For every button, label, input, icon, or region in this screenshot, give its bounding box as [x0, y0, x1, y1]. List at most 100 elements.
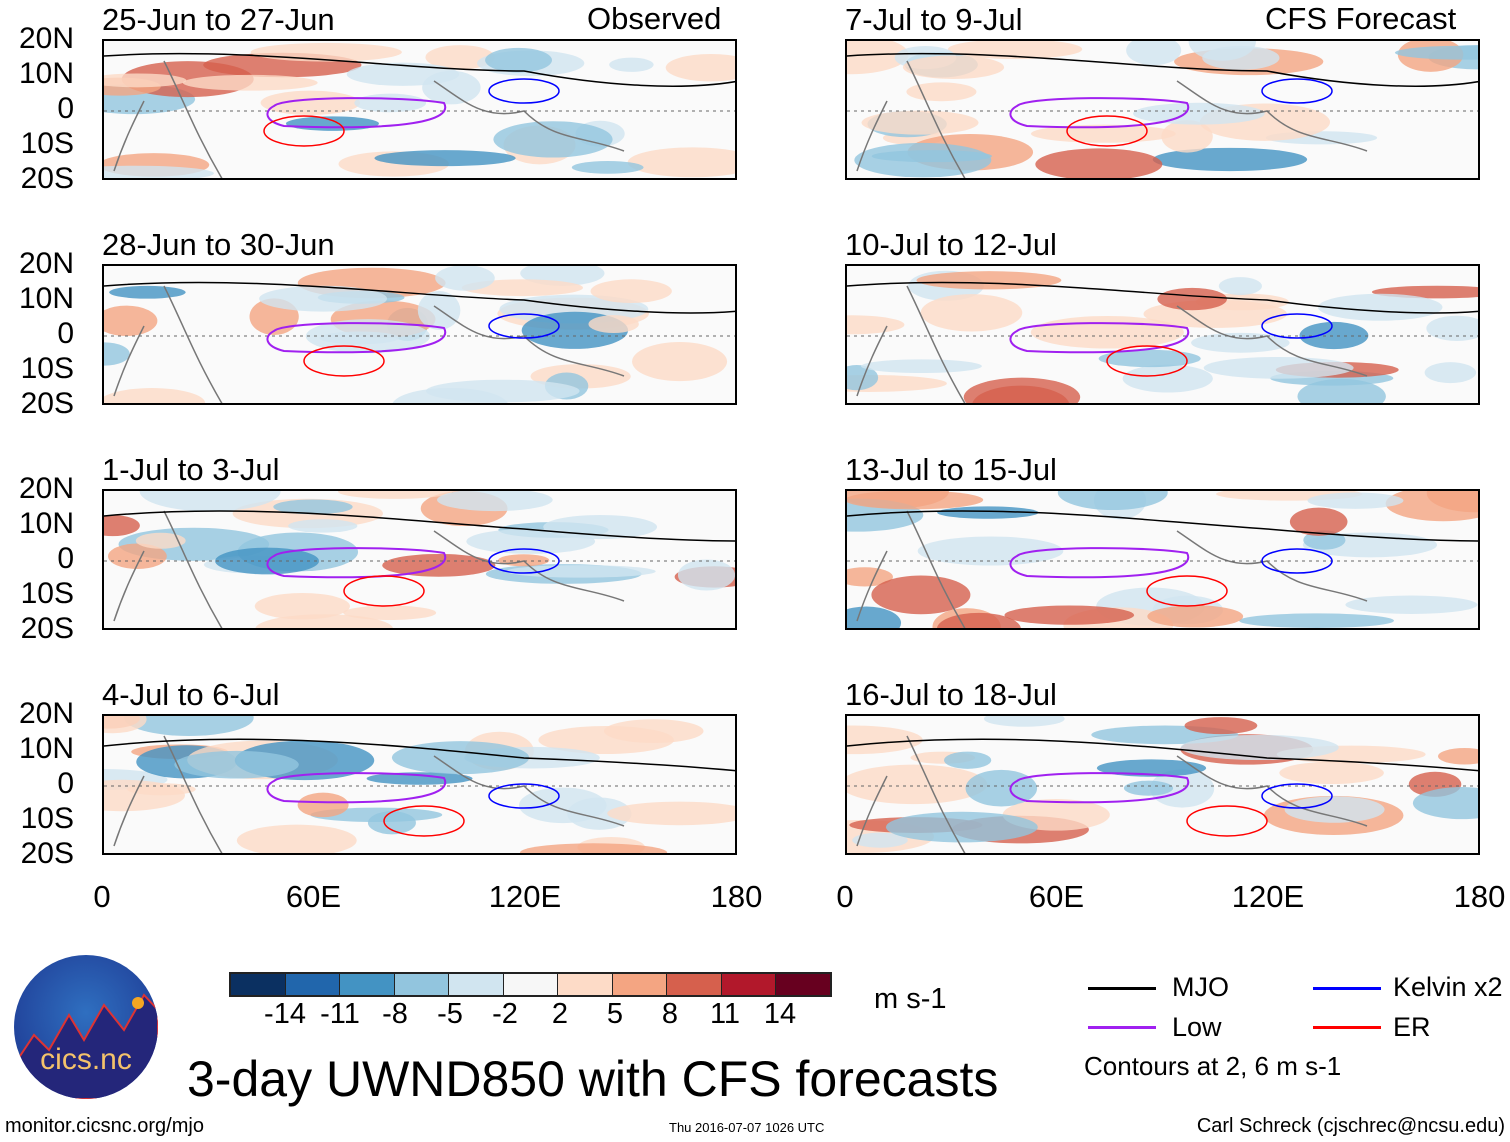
legend-note: Contours at 2, 6 m s-1	[1084, 1051, 1342, 1081]
footer-author: Carl Schreck (cjschrec@ncsu.edu)	[1196, 1115, 1505, 1137]
anomaly-shading	[937, 506, 1039, 519]
left-header: Observed	[587, 1, 722, 36]
colorbar	[229, 972, 832, 997]
anomaly-shading	[259, 285, 388, 312]
lat-tick-label: 20N	[18, 697, 74, 730]
lat-tick-label: 20S	[20, 162, 74, 195]
anomaly-shading	[417, 290, 461, 330]
anomaly-shading	[902, 55, 1005, 80]
lat-tick-label: 20S	[20, 837, 74, 870]
anomaly-shading	[1126, 41, 1182, 66]
colorbar-swatch	[340, 974, 395, 995]
anomaly-shading	[1150, 769, 1215, 808]
anomaly-shading	[1157, 287, 1227, 311]
anomaly-shading	[338, 491, 453, 499]
lat-tick-label: 10N	[18, 57, 74, 90]
anomaly-shading	[861, 110, 979, 135]
anomaly-shading	[1133, 102, 1265, 125]
anomaly-shading	[104, 342, 130, 366]
anomaly-shading	[852, 832, 908, 848]
anomaly-shading	[1191, 332, 1290, 353]
lat-tick-label: 0	[57, 767, 74, 800]
anomaly-shading	[871, 575, 971, 615]
anomaly-shading	[1299, 321, 1369, 350]
colorbar-swatch	[503, 974, 558, 995]
lon-tick-label: 180	[1453, 879, 1506, 914]
anomaly-shading	[1180, 734, 1339, 761]
anomaly-shading	[485, 47, 552, 73]
anomaly-shading	[498, 554, 550, 567]
anomaly-shading	[1161, 120, 1213, 153]
anomaly-shading	[518, 787, 607, 824]
map-panel	[102, 39, 737, 180]
er-contour	[343, 575, 425, 607]
er-contour	[1146, 575, 1228, 607]
lat-tick-label: 10S	[20, 577, 74, 610]
anomaly-shading	[871, 150, 992, 163]
anomaly-shading	[135, 532, 186, 549]
anomaly-shading	[665, 53, 735, 82]
anomaly-shading	[847, 41, 909, 75]
colorbar-tick-label: 8	[661, 998, 679, 1030]
anomaly-shading	[285, 116, 379, 131]
anomaly-shading	[174, 750, 299, 779]
footer-timestamp: Thu 2016-07-07 1026 UTC	[669, 1120, 825, 1135]
anomaly-shading	[861, 359, 982, 374]
anomaly-shading	[104, 716, 147, 734]
low-contour	[266, 322, 447, 354]
panel-title: 25-Jun to 27-Jun	[102, 2, 335, 37]
anomaly-shading	[1438, 748, 1478, 765]
lon-tick-label: 60E	[285, 879, 342, 914]
lat-tick-label: 10S	[20, 352, 74, 385]
anomaly-shading	[571, 161, 644, 174]
anomaly-shading	[916, 271, 1062, 290]
anomaly-shading	[104, 165, 214, 178]
legend-label-low: Low	[1172, 1012, 1222, 1042]
colorbar-tick-label: 2	[551, 998, 569, 1030]
mjo-contour	[104, 52, 735, 87]
anomaly-shading	[319, 331, 400, 345]
colorbar-swatch	[449, 974, 504, 995]
anomaly-shading	[273, 499, 353, 515]
map-panel	[845, 714, 1480, 855]
map-panel	[845, 489, 1480, 630]
anomaly-shading	[1279, 761, 1384, 785]
anomaly-shading	[139, 491, 281, 512]
lat-tick-label: 0	[57, 92, 74, 125]
lat-tick-label: 10S	[20, 802, 74, 835]
anomaly-shading	[906, 82, 977, 102]
anomaly-shading	[1203, 356, 1354, 379]
anomaly-shading	[588, 315, 639, 334]
colorbar-swatch	[776, 974, 830, 995]
anomaly-shading	[250, 42, 402, 62]
legend-line-low	[1088, 1026, 1156, 1029]
lat-tick-label: 20S	[20, 612, 74, 645]
anomaly-shading	[983, 716, 1065, 727]
anomaly-shading	[847, 491, 984, 510]
map-panel	[845, 39, 1480, 180]
colorbar-tick-label: 11	[709, 998, 741, 1030]
anomaly-shading	[1098, 349, 1201, 368]
logo: cics.nc	[14, 955, 158, 1099]
figure-title: 3-day UWND850 with CFS forecasts	[187, 1051, 999, 1107]
anomaly-shading	[374, 150, 516, 167]
kelvin-contour	[488, 313, 560, 339]
anomaly-shading	[607, 801, 735, 826]
map-panel	[102, 264, 737, 405]
anomaly-shading	[1412, 787, 1478, 820]
footer-url[interactable]: monitor.cicsnc.org/mjo	[5, 1115, 204, 1137]
lat-tick-label: 20N	[18, 472, 74, 505]
anomaly-shading	[920, 294, 1023, 332]
anomaly-shading	[182, 74, 318, 91]
anomaly-shading	[1004, 605, 1135, 625]
er-contour	[1066, 115, 1148, 147]
anomaly-shading	[108, 543, 167, 570]
colorbar-swatch	[558, 974, 613, 995]
colorbar-swatch	[721, 974, 776, 995]
anomaly-shading	[632, 342, 728, 382]
er-contour	[1186, 805, 1268, 837]
anomaly-shading	[425, 379, 580, 403]
kelvin-contour	[1261, 313, 1333, 339]
anomaly-shading	[260, 90, 361, 115]
low-contour	[1009, 547, 1190, 579]
